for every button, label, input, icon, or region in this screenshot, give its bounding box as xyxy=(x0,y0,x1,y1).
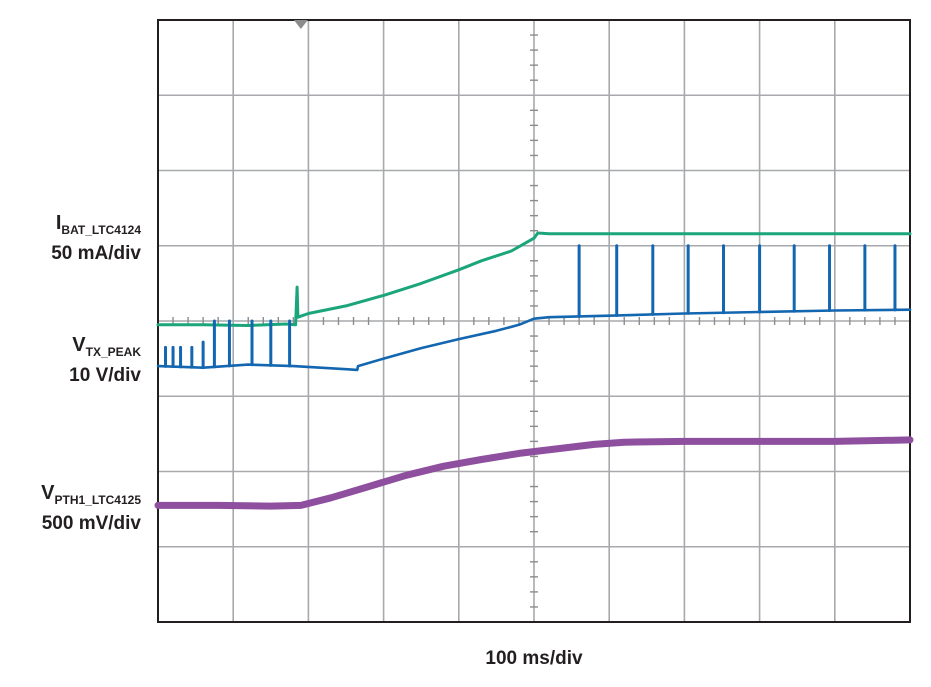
channel-label-vtx: VTX_PEAK 10 V/div xyxy=(69,334,141,387)
channel-letter: V xyxy=(72,334,86,356)
channel-letter: I xyxy=(55,212,62,234)
channel-scale: 50 mA/div xyxy=(51,243,141,264)
channel-subscript: TX_PEAK xyxy=(85,345,141,359)
channel-scale: 500 mV/div xyxy=(41,513,141,534)
channel-subscript: PTH1_LTC4125 xyxy=(54,493,141,507)
channel-label-vpth1: VPTH1_LTC4125 500 mV/div xyxy=(41,482,141,535)
trigger-marker xyxy=(293,20,308,29)
trace-3 xyxy=(154,436,914,510)
channel-subscript: BAT_LTC4124 xyxy=(61,223,141,237)
trace-2 xyxy=(156,308,912,372)
screen-frame xyxy=(157,19,911,623)
channel-letter: V xyxy=(41,482,55,504)
channel-label-ibat: IBAT_LTC4124 50 mA/div xyxy=(51,212,141,265)
channel-scale: 10 V/div xyxy=(69,365,141,386)
timebase-label: 100 ms/div xyxy=(485,648,583,669)
